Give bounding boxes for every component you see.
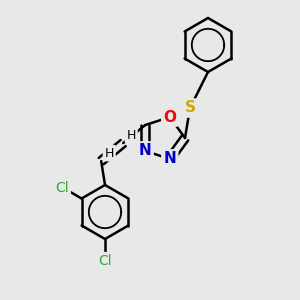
Text: Cl: Cl xyxy=(98,254,112,268)
Text: O: O xyxy=(163,110,176,124)
Text: H: H xyxy=(127,129,136,142)
Text: Cl: Cl xyxy=(55,181,69,194)
Text: N: N xyxy=(164,152,176,166)
Text: S: S xyxy=(184,100,196,116)
Text: H: H xyxy=(104,147,114,160)
Text: N: N xyxy=(139,143,152,158)
